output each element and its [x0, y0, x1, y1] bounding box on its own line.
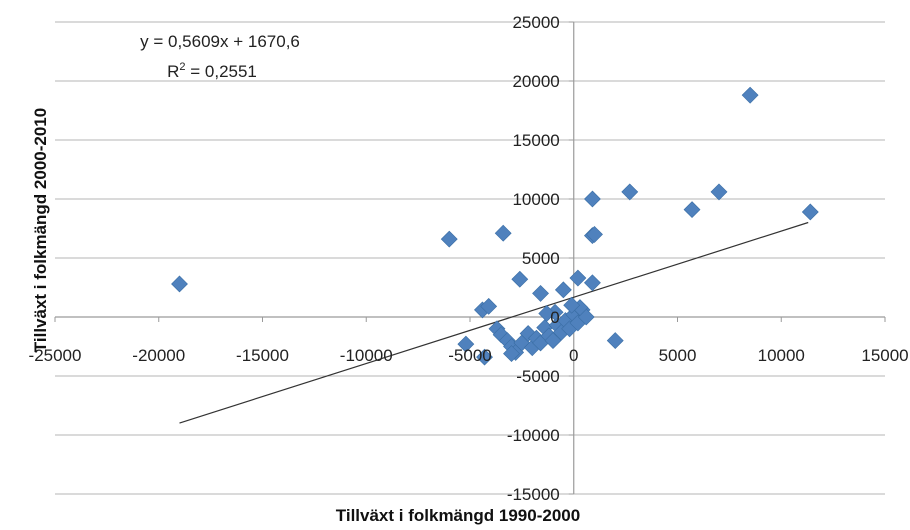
data-point: [683, 201, 701, 219]
trendline: [179, 221, 809, 424]
y-tick-label: 20000: [512, 72, 559, 91]
gridlines: [55, 21, 885, 495]
r-squared-r: R: [167, 62, 179, 81]
r-squared-label: R2 = 0,2551: [167, 61, 257, 81]
data-points: [171, 86, 819, 366]
r-squared-value: = 0,2551: [186, 62, 257, 81]
y-tick-label: 25000: [512, 13, 559, 32]
data-point: [171, 275, 188, 293]
x-tick-label: -20000: [132, 346, 185, 365]
data-point: [457, 335, 475, 353]
y-tick-label: 0: [550, 308, 559, 327]
tick-labels: -25000 -20000 -15000 -10000 -5000 0 5000 10000 1…: [29, 13, 909, 504]
data-point: [440, 230, 458, 248]
trendline-layer: [179, 221, 809, 424]
data-point: [511, 270, 529, 288]
trendline-equation: y = 0,5609x + 1670,6: [140, 32, 300, 51]
data-point: [710, 183, 728, 201]
y-tick-label: 5000: [522, 249, 560, 268]
data-point: [476, 348, 493, 366]
data-point: [584, 274, 601, 292]
data-point: [563, 296, 581, 314]
x-tick-label: 0: [569, 346, 578, 365]
y-tick-label: 15000: [512, 131, 559, 150]
x-tick-label: -5000: [448, 346, 491, 365]
x-tick-label: 5000: [659, 346, 697, 365]
x-tick-label: -25000: [29, 346, 82, 365]
y-tick-label: -5000: [516, 367, 559, 386]
y-axis-title: Tillväxt i folkmängd 2000-2010: [31, 108, 50, 352]
x-tick-label: -15000: [236, 346, 289, 365]
data-point: [621, 183, 639, 201]
data-point: [503, 345, 520, 363]
data-point: [494, 224, 512, 242]
data-point: [480, 297, 498, 315]
x-axis-title: Tillväxt i folkmängd 1990-2000: [336, 506, 580, 525]
data-point: [606, 332, 624, 350]
x-tick-label: -10000: [340, 346, 393, 365]
data-point: [554, 281, 572, 299]
y-tick-label: 10000: [512, 190, 559, 209]
data-point: [544, 332, 562, 350]
data-point: [584, 190, 601, 208]
data-point: [741, 86, 759, 104]
data-point: [586, 225, 603, 243]
data-point: [532, 284, 549, 302]
x-tick-label: 10000: [758, 346, 805, 365]
y-tick-label: -15000: [507, 485, 560, 504]
data-point: [538, 305, 556, 322]
x-tick-label: 15000: [861, 346, 908, 365]
data-point: [569, 269, 587, 287]
y-tick-label: -10000: [507, 426, 560, 445]
data-point: [801, 203, 819, 221]
r-squared-superscript: 2: [179, 61, 185, 73]
